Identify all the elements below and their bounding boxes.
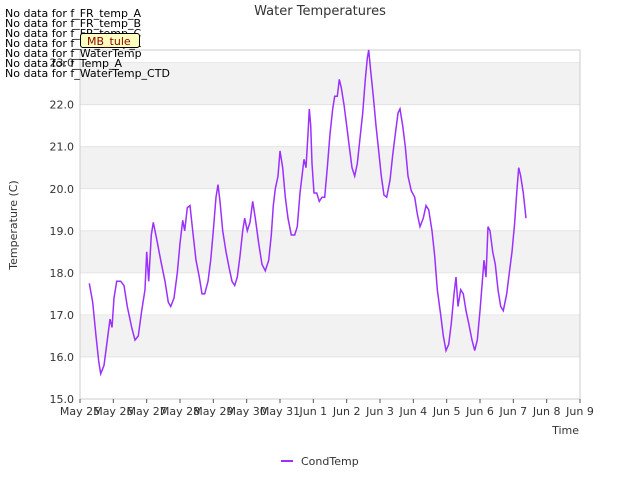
x-tick-label: May 29: [193, 405, 233, 418]
x-tick-label: May 28: [160, 405, 200, 418]
x-tick-label: Jun 8: [532, 405, 561, 418]
x-tick-label: Jun 3: [365, 405, 394, 418]
x-tick-label: May 26: [93, 405, 133, 418]
y-axis-ticks: 15.0 16.0 17.0 18.0 19.0 20.0 21.0 22.0 23.0: [50, 57, 75, 406]
grid-band: [80, 62, 580, 105]
grid-band: [80, 146, 580, 189]
nodata-message: No data for f_WaterTemp: [5, 47, 142, 60]
y-tick-label: 19.0: [50, 225, 75, 238]
legend: CondTemp: [281, 455, 359, 468]
plot-frame: [79, 49, 581, 400]
y-tick-label: 20.0: [50, 183, 75, 196]
y-tick-label: 15.0: [50, 393, 75, 406]
legend-label: CondTemp: [301, 455, 359, 468]
nodata-message: No data for f_FR_temp_C: [5, 27, 142, 40]
grid-band: [80, 230, 580, 273]
y-tick-label: 21.0: [50, 141, 75, 154]
x-tick-label: May 30: [227, 405, 267, 418]
x-axis-label: Time: [551, 424, 579, 437]
y-tick-label: 23.0: [50, 57, 75, 70]
x-tick-label: May 31: [260, 405, 300, 418]
nodata-message: No data for f_WaterTemp_CTD: [5, 67, 170, 80]
grid-band: [80, 314, 580, 357]
x-tick-label: May 27: [127, 405, 167, 418]
y-tick-label: 17.0: [50, 309, 75, 322]
y-tick-label: 16.0: [50, 351, 75, 364]
x-tick-label: Jun 6: [465, 405, 494, 418]
y-axis-label: Temperature (C): [7, 180, 20, 270]
series-line-condtemp: [88, 49, 527, 377]
nodata-message: No data for f_FR_temp_B: [5, 17, 142, 30]
x-tick-label: Jun 2: [332, 405, 361, 418]
y-tick-label: 22.0: [50, 99, 75, 112]
x-tick-label: May 25: [60, 405, 100, 418]
x-tick-label: Jun 4: [398, 405, 427, 418]
nodata-message: No data for f_FR_temp_A: [5, 7, 141, 20]
x-tick-label: Jun 7: [498, 405, 527, 418]
chart-title: Water Temperatures: [254, 4, 386, 19]
nodata-message: No data for f_FD_Temp_1: [5, 37, 142, 50]
y-tick-label: 18.0: [50, 267, 75, 280]
site-badge: MB_tule: [80, 33, 140, 48]
x-tick-label: Jun 1: [298, 405, 327, 418]
x-tick-label: Jun 5: [432, 405, 461, 418]
nodata-message: No data for f_Temp_A: [5, 57, 123, 70]
x-tick-label: Jun 9: [565, 405, 594, 418]
